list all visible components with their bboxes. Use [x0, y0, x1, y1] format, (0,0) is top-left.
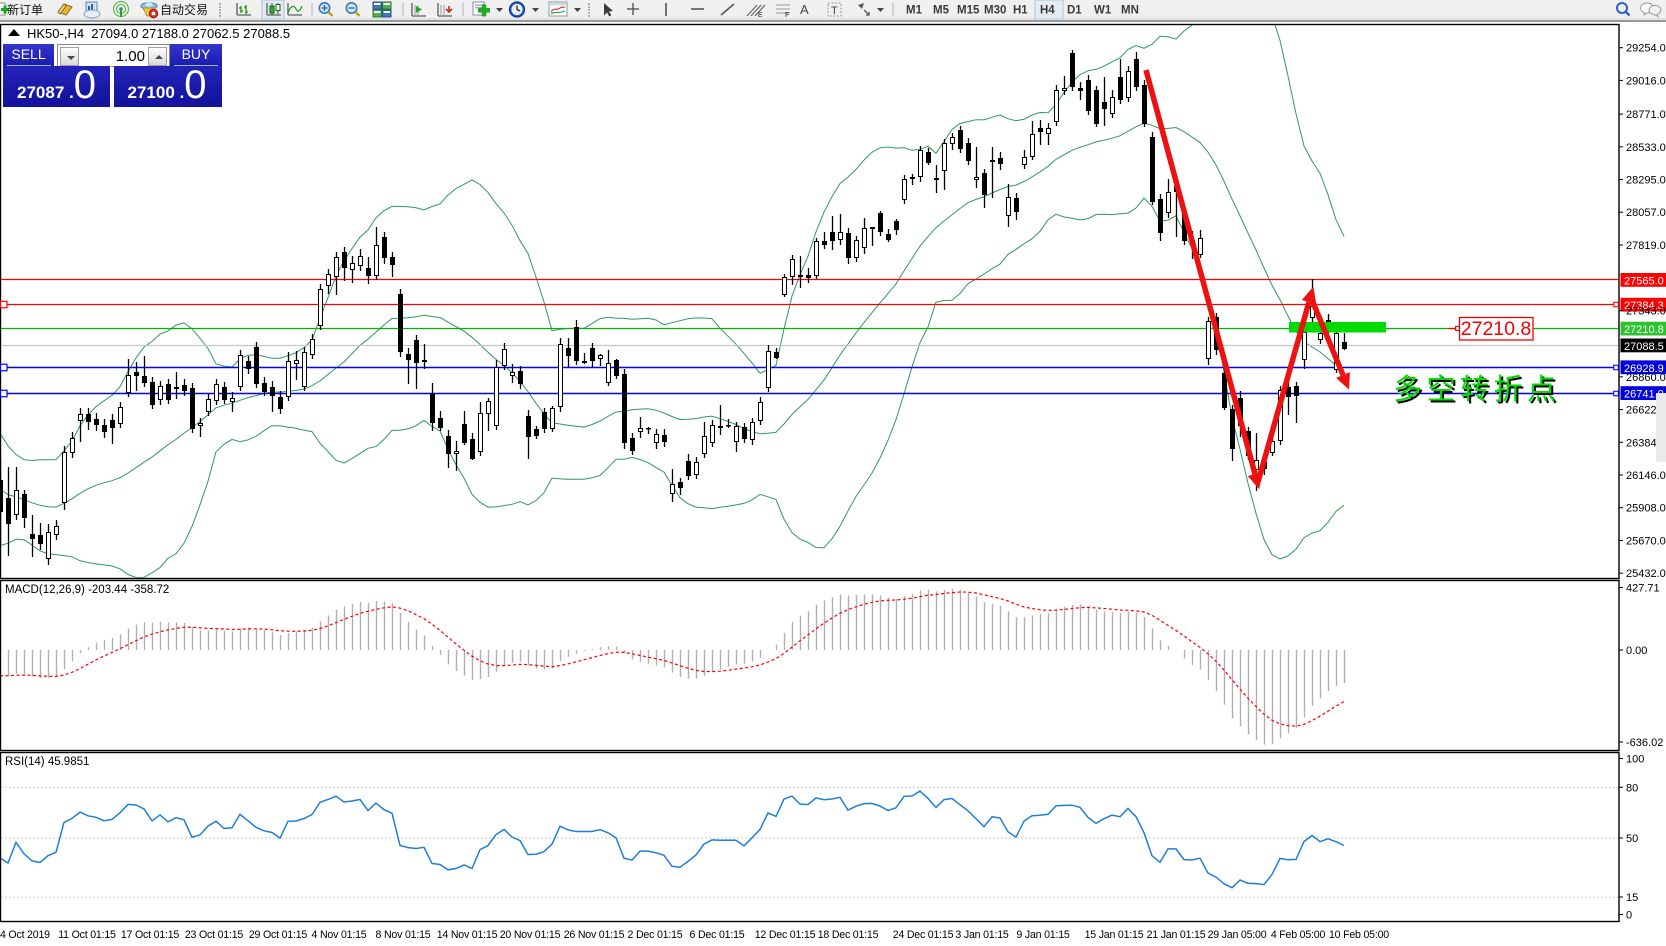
svg-text:25432.0: 25432.0: [1626, 568, 1666, 580]
svg-text:20 Nov 01:15: 20 Nov 01:15: [500, 929, 561, 941]
svg-text:11 Oct 01:15: 11 Oct 01:15: [58, 929, 116, 941]
svg-text:24 Dec 01:15: 24 Dec 01:15: [893, 929, 954, 941]
svg-text:12 Dec 01:15: 12 Dec 01:15: [755, 929, 816, 941]
svg-text:27384.3: 27384.3: [1624, 300, 1664, 312]
svg-text:23 Oct 01:15: 23 Oct 01:15: [185, 929, 244, 941]
svg-text:27210.8: 27210.8: [1624, 324, 1664, 336]
svg-text:M1: M1: [906, 5, 923, 17]
svg-text:M30: M30: [984, 5, 1006, 17]
svg-text:27210.8: 27210.8: [1461, 318, 1532, 340]
svg-text:3 Jan 01:15: 3 Jan 01:15: [955, 929, 1008, 941]
svg-text:29016.0: 29016.0: [1626, 75, 1666, 87]
svg-text:25670.0: 25670.0: [1626, 536, 1666, 548]
svg-text:21 Jan 01:15: 21 Jan 01:15: [1147, 929, 1206, 941]
svg-text:26928.9: 26928.9: [1624, 363, 1664, 375]
svg-text:27819.0: 27819.0: [1626, 240, 1666, 252]
svg-text:D1: D1: [1067, 5, 1082, 17]
svg-text:4 Feb 05:00: 4 Feb 05:00: [1271, 929, 1326, 941]
svg-text:E: E: [758, 12, 763, 19]
svg-text:4 Nov 01:15: 4 Nov 01:15: [312, 929, 367, 941]
svg-text:50: 50: [1626, 833, 1638, 845]
svg-text:RSI(14) 45.9851: RSI(14) 45.9851: [5, 756, 89, 768]
svg-text:15: 15: [1626, 892, 1638, 904]
svg-text:多空转折点: 多空转折点: [1393, 373, 1561, 406]
svg-text:MN: MN: [1121, 5, 1139, 17]
svg-text:27565.0: 27565.0: [1624, 275, 1664, 287]
svg-text:W1: W1: [1094, 5, 1112, 17]
svg-text:9 Jan 01:15: 9 Jan 01:15: [1016, 929, 1069, 941]
svg-text:MACD(12,26,9) -203.44 -358.72: MACD(12,26,9) -203.44 -358.72: [5, 584, 169, 596]
svg-text:427.71: 427.71: [1626, 583, 1660, 595]
svg-text:29 Jan 05:00: 29 Jan 05:00: [1208, 929, 1267, 941]
svg-text:28295.0: 28295.0: [1626, 175, 1666, 187]
svg-text:26146.0: 26146.0: [1626, 470, 1666, 482]
svg-text:26384.0: 26384.0: [1626, 437, 1666, 449]
svg-text:多空转折点: 多空转折点: [1395, 375, 1563, 408]
svg-text:6 Dec 01:15: 6 Dec 01:15: [690, 929, 745, 941]
svg-text:0: 0: [1626, 910, 1632, 922]
svg-text:M15: M15: [957, 5, 980, 17]
svg-text:H4: H4: [1040, 5, 1055, 17]
svg-text:HK50-,H4 27094.0 27188.0 2706: HK50-,H4 27094.0 27188.0 27062.5 27088.5: [27, 26, 290, 41]
svg-text:8 Nov 01:15: 8 Nov 01:15: [376, 929, 431, 941]
svg-text:0.00: 0.00: [1626, 645, 1647, 657]
svg-text:80: 80: [1626, 782, 1638, 794]
svg-text:18 Dec 01:15: 18 Dec 01:15: [818, 929, 879, 941]
svg-text:新订单: 新订单: [7, 2, 43, 17]
svg-text:T: T: [831, 5, 838, 17]
svg-text:H1: H1: [1013, 5, 1028, 17]
svg-text:28057.0: 28057.0: [1626, 207, 1666, 219]
svg-text:4 Oct 2019: 4 Oct 2019: [0, 929, 50, 941]
svg-text:2 Dec 01:15: 2 Dec 01:15: [628, 929, 683, 941]
svg-text:-636.02: -636.02: [1626, 737, 1663, 749]
svg-text:17 Oct 01:15: 17 Oct 01:15: [121, 929, 180, 941]
svg-text:26622.0: 26622.0: [1626, 405, 1666, 417]
svg-text:27343.0: 27343.0: [1626, 305, 1666, 317]
svg-text:10 Feb 05:00: 10 Feb 05:00: [1329, 929, 1389, 941]
svg-text:26741.0: 26741.0: [1624, 389, 1664, 401]
svg-text:14 Nov 01:15: 14 Nov 01:15: [437, 929, 498, 941]
svg-text:25908.0: 25908.0: [1626, 503, 1666, 515]
svg-text:27088.5: 27088.5: [1624, 341, 1664, 353]
svg-text:M5: M5: [933, 5, 950, 17]
svg-text:自动交易: 自动交易: [160, 2, 208, 17]
svg-text:15 Jan 01:15: 15 Jan 01:15: [1085, 929, 1144, 941]
svg-text:29254.0: 29254.0: [1626, 43, 1666, 55]
svg-text:26860.0: 26860.0: [1626, 372, 1666, 384]
svg-text:A: A: [800, 2, 809, 17]
svg-text:26 Nov 01:15: 26 Nov 01:15: [564, 929, 625, 941]
svg-text:29 Oct 01:15: 29 Oct 01:15: [249, 929, 308, 941]
svg-text:100: 100: [1626, 754, 1644, 766]
svg-text:28771.0: 28771.0: [1626, 109, 1666, 121]
svg-text:F: F: [785, 12, 789, 19]
svg-text:28533.0: 28533.0: [1626, 142, 1666, 154]
